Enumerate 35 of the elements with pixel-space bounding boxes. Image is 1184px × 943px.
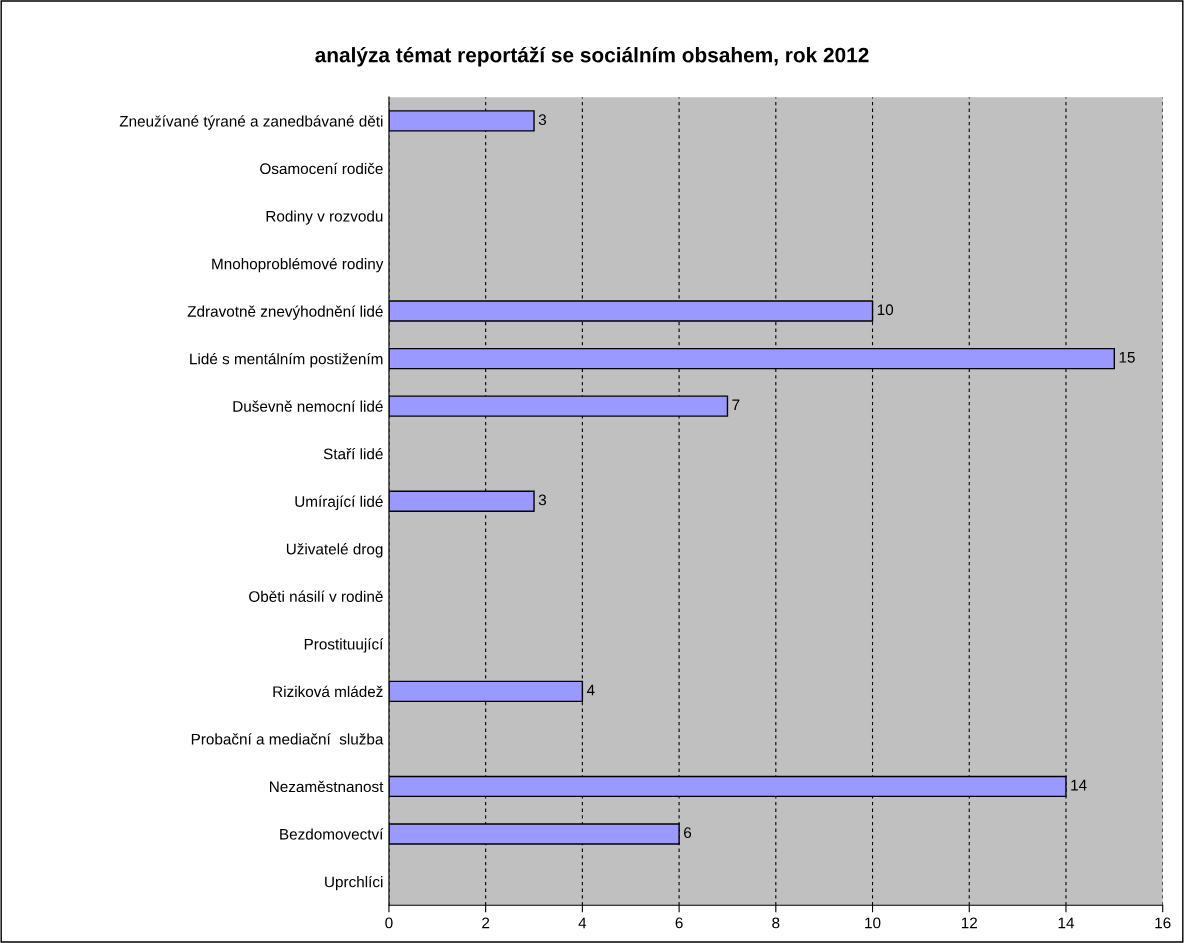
y-tick-label: Umírající lidé: [295, 495, 383, 510]
chart-title: analýza témat reportáží se sociálním obsahem, rok 2012: [315, 46, 869, 67]
data-label: 3: [538, 114, 547, 125]
x-tick-label: 2: [482, 917, 490, 929]
y-tick-label: Zdravotně znevýhodnění lidé: [187, 305, 383, 320]
y-tick-label: Bezdomovectví: [280, 828, 384, 840]
y-tick-label: Rodiny v rozvodu: [266, 210, 383, 225]
x-tick-label: 0: [385, 917, 393, 929]
data-label: 15: [1119, 352, 1135, 363]
x-tick-label: 14: [1058, 917, 1075, 929]
y-tick-label: Zneužívané týrané a zanedbávané děti: [119, 115, 383, 130]
x-tick-label: 12: [961, 917, 977, 929]
data-label: 7: [732, 399, 740, 411]
y-tick-label: Duševně nemocní lidé: [233, 400, 383, 412]
y-tick-label: Nezaměstnanost: [270, 780, 384, 793]
x-tick-label: 8: [772, 917, 780, 929]
y-tick-label: Lidé s mentálním postižením: [190, 352, 383, 368]
y-tick-label: Osamocení rodiče: [260, 162, 383, 175]
y-tick-label: Oběti násilí v rodině: [249, 590, 383, 602]
x-tick-label: 10: [865, 917, 881, 929]
y-tick-label: Staří lidé: [323, 447, 383, 460]
data-label: 14: [1071, 779, 1087, 791]
data-label: 6: [684, 827, 692, 839]
y-tick-label: Prostituující: [304, 638, 384, 653]
x-tick-label: 4: [578, 917, 587, 929]
y-tick-label: Uživatelé drog: [286, 543, 383, 558]
data-label: 4: [586, 684, 595, 696]
data-label: 3: [538, 494, 547, 506]
y-tick-label: Riziková mládež: [273, 685, 383, 698]
y-tick-label: Uprchlíci: [325, 875, 383, 891]
y-tick-label: Probační a mediační služba: [191, 733, 384, 745]
x-tick-label: 6: [675, 917, 683, 929]
data-label: 10: [877, 304, 894, 316]
y-tick-label: Mnohoproblémové rodiny: [212, 257, 384, 273]
x-tick-label: 16: [1155, 917, 1171, 929]
